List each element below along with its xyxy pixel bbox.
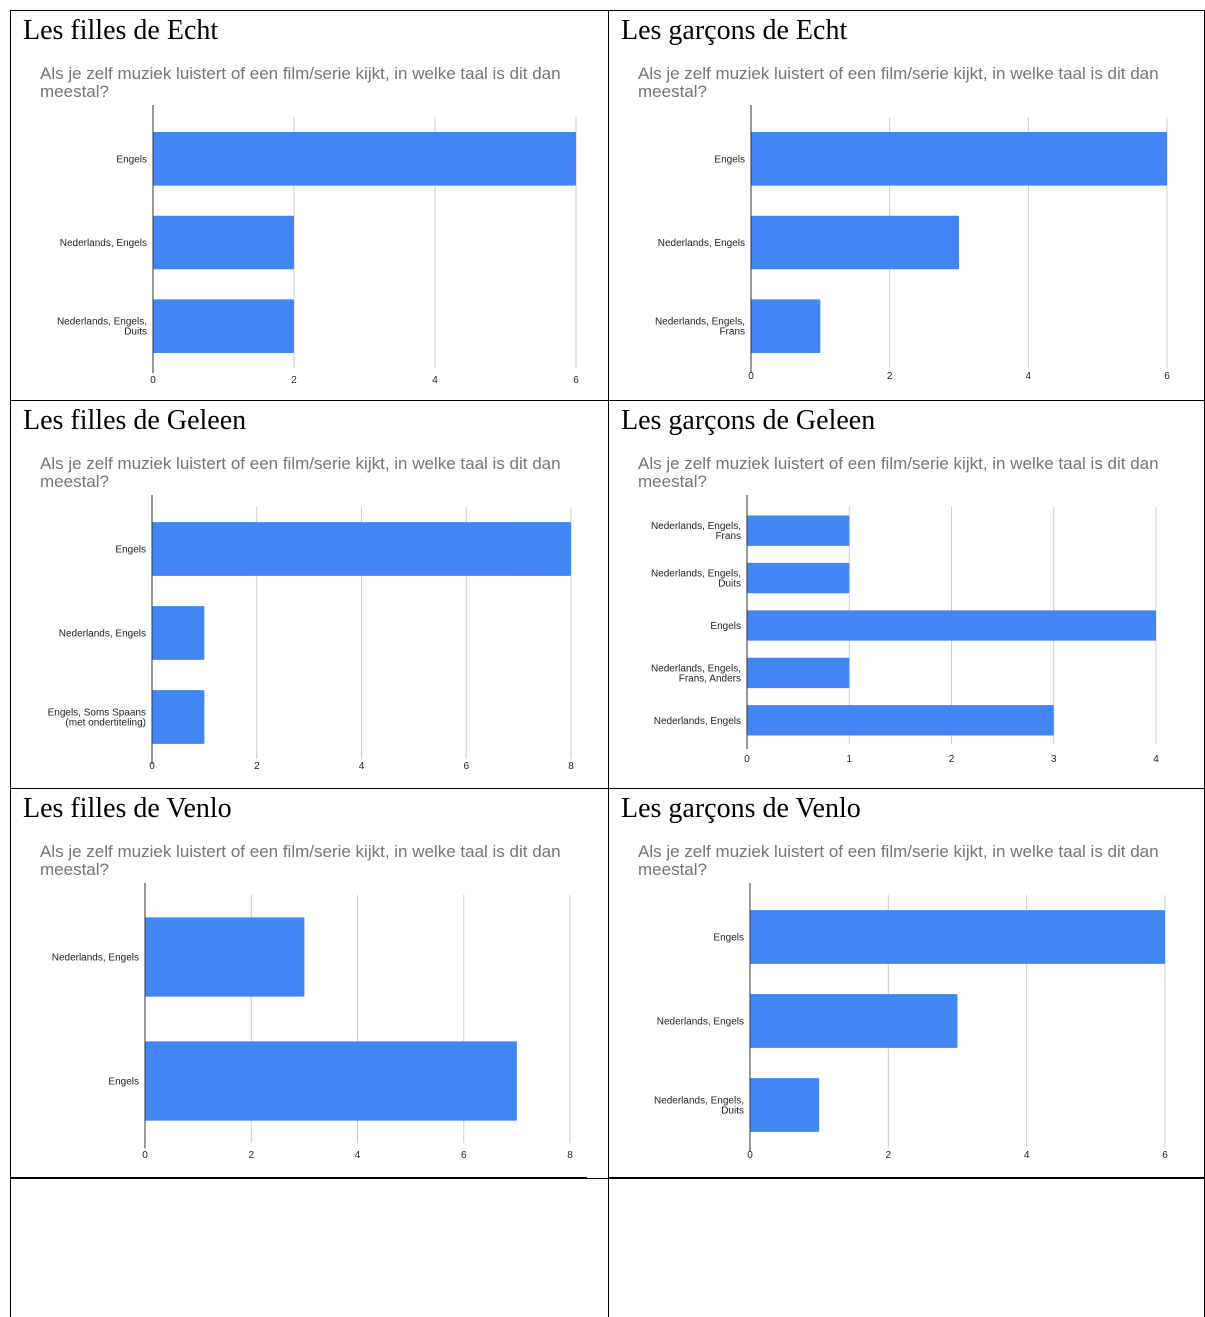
category-label: Nederlands, Engels, Duits bbox=[654, 1096, 744, 1117]
bar bbox=[145, 1041, 517, 1121]
category-label: Engels bbox=[710, 621, 741, 632]
bar bbox=[750, 994, 958, 1048]
bar bbox=[747, 515, 850, 546]
x-tick-label: 0 bbox=[748, 371, 754, 382]
cell-title: Les garçons de Venlo bbox=[621, 793, 861, 824]
table-cell-1: Les garçons de Echt Als je zelf muziek l… bbox=[608, 10, 1205, 400]
chart-title: Als je zelf muziek luistert of een film/… bbox=[40, 454, 561, 491]
x-tick-label: 2 bbox=[291, 375, 297, 386]
bar-chart: Engels Nederlands, Engels Nederlands, Enge… bbox=[57, 105, 579, 386]
bar bbox=[152, 690, 205, 744]
cell-title: Les garçons de Echt bbox=[621, 15, 848, 46]
bar-chart: Nederlands, Engels, Frans Nederlands, Enge… bbox=[651, 495, 1159, 765]
bar bbox=[152, 522, 571, 576]
bar bbox=[750, 1078, 820, 1132]
category-label: Nederlands, Engels, Duits bbox=[651, 569, 741, 590]
bar-chart: Engels Nederlands, Engels Engels, Soms Spa… bbox=[48, 495, 574, 772]
table-cell-empty-left bbox=[10, 1178, 608, 1317]
bar bbox=[751, 132, 1167, 186]
x-tick-label: 0 bbox=[149, 761, 155, 772]
table-cell-4: Les filles de Venlo Als je zelf muziek l… bbox=[10, 788, 608, 1178]
x-tick-label: 8 bbox=[567, 1150, 573, 1161]
category-label: Nederlands, Engels bbox=[657, 1017, 744, 1028]
x-tick-label: 4 bbox=[1026, 371, 1032, 382]
table-cell-0: Les filles de Echt Als je zelf muziek lu… bbox=[10, 10, 608, 400]
x-tick-label: 6 bbox=[463, 761, 469, 772]
table-cell-2: Les filles de Geleen Als je zelf muziek … bbox=[10, 400, 608, 788]
bar bbox=[145, 917, 305, 997]
category-label: Nederlands, Engels bbox=[60, 238, 147, 249]
cell-title: Les filles de Geleen bbox=[23, 405, 247, 436]
table-cell-3: Les garçons de Geleen Als je zelf muziek… bbox=[608, 400, 1205, 788]
category-label: Engels, Soms Spaans (met ondertiteling) bbox=[48, 708, 146, 729]
comparison-table: Les filles de Echt Als je zelf muziek lu… bbox=[10, 10, 1205, 1317]
category-label: Engels bbox=[115, 545, 146, 556]
x-tick-label: 2 bbox=[886, 1150, 892, 1161]
bar-chart: Engels Nederlands, Engels Nederlands, Enge… bbox=[654, 883, 1168, 1161]
chart-title: Als je zelf muziek luistert of een film/… bbox=[638, 64, 1159, 101]
bar bbox=[751, 215, 959, 270]
bar bbox=[152, 606, 205, 660]
category-label: Nederlands, Engels, Duits bbox=[57, 317, 147, 338]
x-tick-label: 0 bbox=[744, 754, 750, 765]
x-tick-label: 2 bbox=[248, 1150, 254, 1161]
bar-chart: Engels Nederlands, Engels Nederlands, Enge… bbox=[655, 105, 1170, 382]
table-rule bbox=[608, 1177, 1205, 1178]
x-tick-label: 6 bbox=[1162, 1150, 1168, 1161]
cell-title: Les filles de Venlo bbox=[23, 793, 232, 824]
category-label: Engels bbox=[713, 933, 744, 944]
category-label: Nederlands, Engels bbox=[654, 716, 741, 727]
x-tick-label: 4 bbox=[1153, 754, 1159, 765]
bar bbox=[751, 299, 821, 353]
x-tick-label: 4 bbox=[432, 375, 438, 386]
cell-title: Les garçons de Geleen bbox=[621, 405, 876, 436]
category-label: Engels bbox=[116, 154, 147, 165]
chart-title: Als je zelf muziek luistert of een film/… bbox=[638, 454, 1159, 491]
x-tick-label: 0 bbox=[747, 1150, 753, 1161]
x-tick-label: 0 bbox=[142, 1150, 148, 1161]
bar bbox=[747, 657, 850, 689]
x-tick-label: 6 bbox=[461, 1150, 467, 1161]
bar bbox=[153, 215, 294, 270]
bar bbox=[747, 562, 850, 594]
table-cell-5: Les garçons de Venlo Als je zelf muziek … bbox=[608, 788, 1205, 1178]
category-label: Nederlands, Engels, Frans, Anders bbox=[651, 663, 741, 684]
chart-title: Als je zelf muziek luistert of een film/… bbox=[40, 842, 561, 879]
x-tick-label: 4 bbox=[1024, 1150, 1030, 1161]
cell-title: Les filles de Echt bbox=[23, 15, 219, 46]
x-tick-label: 0 bbox=[150, 375, 156, 386]
x-tick-label: 8 bbox=[568, 761, 574, 772]
x-tick-label: 6 bbox=[1164, 371, 1170, 382]
category-label: Nederlands, Engels bbox=[59, 629, 146, 640]
x-tick-label: 2 bbox=[949, 754, 955, 765]
chart-title: Als je zelf muziek luistert of een film/… bbox=[40, 64, 561, 101]
bar bbox=[747, 610, 1156, 641]
category-label: Nederlands, Engels bbox=[52, 953, 139, 964]
bar bbox=[153, 299, 294, 353]
x-tick-label: 4 bbox=[359, 761, 365, 772]
x-tick-label: 6 bbox=[573, 375, 579, 386]
category-label: Nederlands, Engels, Frans bbox=[651, 521, 741, 542]
x-tick-label: 4 bbox=[355, 1150, 361, 1161]
bar-chart: Nederlands, Engels Engels 0 2 4 6 8 bbox=[52, 883, 573, 1161]
table-rule bbox=[10, 1177, 587, 1178]
x-tick-label: 2 bbox=[254, 761, 260, 772]
x-tick-label: 2 bbox=[887, 371, 893, 382]
category-label: Engels bbox=[108, 1077, 139, 1088]
x-tick-label: 1 bbox=[846, 754, 852, 765]
bar bbox=[750, 910, 1165, 964]
bar bbox=[747, 705, 1054, 736]
bar bbox=[153, 132, 576, 186]
category-label: Nederlands, Engels bbox=[658, 238, 745, 249]
category-label: Engels bbox=[714, 154, 745, 165]
chart-title: Als je zelf muziek luistert of een film/… bbox=[638, 842, 1159, 879]
table-cell-empty-right bbox=[608, 1178, 1205, 1317]
category-label: Nederlands, Engels, Frans bbox=[655, 317, 745, 338]
x-tick-label: 3 bbox=[1051, 754, 1057, 765]
